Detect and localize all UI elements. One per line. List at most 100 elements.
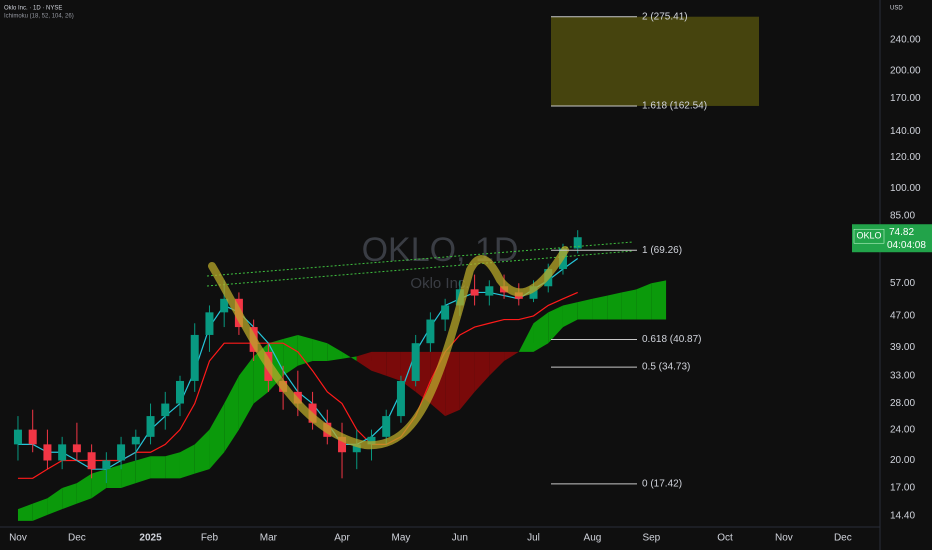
cloud-segment bbox=[135, 456, 151, 484]
cloud-segment bbox=[91, 469, 107, 499]
cloud-segment bbox=[489, 351, 505, 376]
candle-body bbox=[426, 319, 435, 344]
base-line bbox=[17, 291, 578, 479]
candle-body bbox=[72, 444, 81, 453]
x-tick-label: Dec bbox=[68, 533, 86, 544]
x-tick-label: Jul bbox=[527, 533, 540, 544]
candle-body bbox=[396, 380, 405, 417]
fib-label: 1.618 (162.54) bbox=[642, 101, 707, 112]
currency: USD bbox=[890, 6, 903, 12]
cloud-segment bbox=[238, 356, 254, 430]
cloud-segment bbox=[342, 351, 357, 362]
candle-body bbox=[573, 237, 582, 249]
candle-body bbox=[161, 403, 170, 417]
candle-body bbox=[367, 436, 376, 445]
fib-label: 0.618 (40.87) bbox=[642, 334, 702, 345]
y-tick-label: 33.00 bbox=[890, 370, 915, 381]
cloud-segment bbox=[47, 487, 63, 515]
cloud-segment bbox=[194, 429, 210, 474]
watermark-subtitle: Oklo Inc. bbox=[410, 275, 469, 292]
cloud-segment bbox=[209, 403, 225, 470]
cloud-segment bbox=[121, 460, 136, 488]
cloud-segment bbox=[356, 351, 372, 371]
x-tick-label: Jun bbox=[452, 533, 468, 544]
indicator-name: Ichimoku (18, 52, 104, 26) bbox=[4, 14, 74, 20]
ticker: OKLO bbox=[856, 231, 881, 241]
cloud-segment bbox=[621, 289, 637, 320]
fib-label: 1 (69.26) bbox=[642, 245, 682, 256]
candle-body bbox=[338, 436, 347, 453]
y-tick-label: 170.00 bbox=[890, 93, 921, 104]
x-tick-label: Nov bbox=[9, 533, 27, 544]
candle-body bbox=[13, 429, 22, 445]
cloud-segment bbox=[106, 464, 122, 488]
candle-body bbox=[382, 416, 391, 437]
x-tick-label: 2025 bbox=[139, 533, 162, 544]
cloud-segment bbox=[179, 444, 195, 479]
x-tick-label: Sep bbox=[642, 533, 660, 544]
cloud-segment bbox=[62, 483, 77, 510]
cloud-segment bbox=[327, 343, 343, 362]
cloud-segment bbox=[150, 456, 166, 479]
candle-body bbox=[220, 298, 229, 313]
cloud-segment bbox=[76, 473, 92, 504]
symbol-info: Oklo Inc. · 1D · NYSE bbox=[4, 6, 62, 12]
candle-body bbox=[131, 436, 140, 445]
cloud-segment bbox=[592, 295, 608, 320]
y-tick-label: 200.00 bbox=[890, 65, 921, 76]
y-tick-label: 39.00 bbox=[890, 342, 915, 353]
cloud-segment bbox=[165, 452, 180, 479]
y-tick-label: 14.40 bbox=[890, 511, 915, 522]
plot-area bbox=[13, 16, 759, 521]
fib-label: 2 (275.41) bbox=[642, 11, 688, 22]
candle-body bbox=[58, 444, 67, 461]
cloud-segment bbox=[312, 339, 328, 362]
cloud-segment bbox=[32, 498, 48, 521]
x-tick-label: Dec bbox=[834, 533, 852, 544]
last-price: 74.82 bbox=[889, 227, 914, 238]
y-tick-label: 57.00 bbox=[890, 278, 915, 289]
cloud-segment bbox=[504, 351, 519, 362]
y-tick-label: 28.00 bbox=[890, 398, 915, 409]
cloud-segment bbox=[445, 351, 460, 417]
cloud-segment bbox=[297, 334, 313, 366]
fib-label: 0.5 (34.73) bbox=[642, 362, 690, 373]
cloud-segment bbox=[518, 323, 534, 352]
y-tick-label: 100.00 bbox=[890, 183, 921, 194]
candle-body bbox=[28, 429, 37, 445]
candle-body bbox=[146, 416, 155, 437]
x-tick-label: Apr bbox=[334, 533, 350, 544]
x-tick-label: Oct bbox=[717, 533, 733, 544]
candle-body bbox=[87, 452, 96, 470]
candle-body bbox=[352, 444, 361, 453]
x-tick-label: May bbox=[391, 533, 410, 544]
cloud-segment bbox=[636, 283, 652, 320]
cloud-segment bbox=[577, 298, 593, 320]
y-tick-label: 47.00 bbox=[890, 311, 915, 322]
cup-handle-pattern bbox=[208, 246, 569, 450]
candle-body bbox=[102, 460, 111, 470]
y-tick-label: 140.00 bbox=[890, 126, 921, 137]
y-tick-label: 120.00 bbox=[890, 152, 921, 163]
candle-body bbox=[190, 334, 199, 381]
cloud-segment bbox=[386, 351, 401, 381]
cloud-segment bbox=[651, 280, 667, 320]
candle-body bbox=[485, 286, 494, 296]
y-tick-label: 85.00 bbox=[890, 210, 915, 221]
watermark: OKLO, 1D bbox=[362, 231, 519, 269]
candle-body bbox=[411, 343, 420, 381]
y-tick-label: 17.00 bbox=[890, 483, 915, 494]
y-tick-label: 20.00 bbox=[890, 455, 915, 466]
candle-body bbox=[205, 312, 214, 335]
cloud-segment bbox=[224, 375, 239, 453]
x-tick-label: Mar bbox=[260, 533, 278, 544]
candle-body bbox=[117, 444, 126, 461]
cloud-segment bbox=[459, 351, 475, 410]
x-tick-label: Aug bbox=[584, 533, 602, 544]
x-tick-label: Feb bbox=[201, 533, 219, 544]
cloud-segment bbox=[607, 292, 622, 320]
candle-body bbox=[175, 380, 184, 404]
y-tick-label: 240.00 bbox=[890, 35, 921, 46]
